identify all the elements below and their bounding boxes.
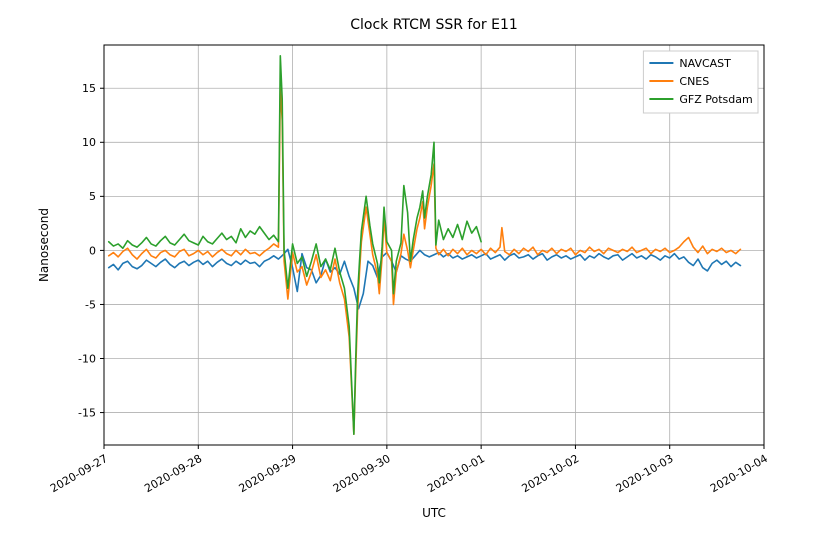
y-axis-label: Nanosecond [37,208,51,282]
legend: NAVCAST CNES GFZ Potsdam [643,51,758,113]
legend-label: GFZ Potsdam [679,93,752,106]
legend-label: NAVCAST [679,57,731,70]
chart-container: 2020-09-272020-09-282020-09-292020-09-30… [0,0,825,553]
y-tick-label: 0 [89,244,96,257]
legend-label: CNES [679,75,709,88]
y-tick-label: 10 [82,136,96,149]
x-axis-label: UTC [422,506,446,520]
clock-rtcm-ssr-chart: 2020-09-272020-09-282020-09-292020-09-30… [0,0,825,553]
y-tick-label: 5 [89,190,96,203]
y-tick-label: -15 [78,406,96,419]
y-tick-label: 15 [82,82,96,95]
y-tick-label: -10 [78,352,96,365]
y-tick-label: -5 [85,298,96,311]
chart-title: Clock RTCM SSR for E11 [350,17,518,33]
